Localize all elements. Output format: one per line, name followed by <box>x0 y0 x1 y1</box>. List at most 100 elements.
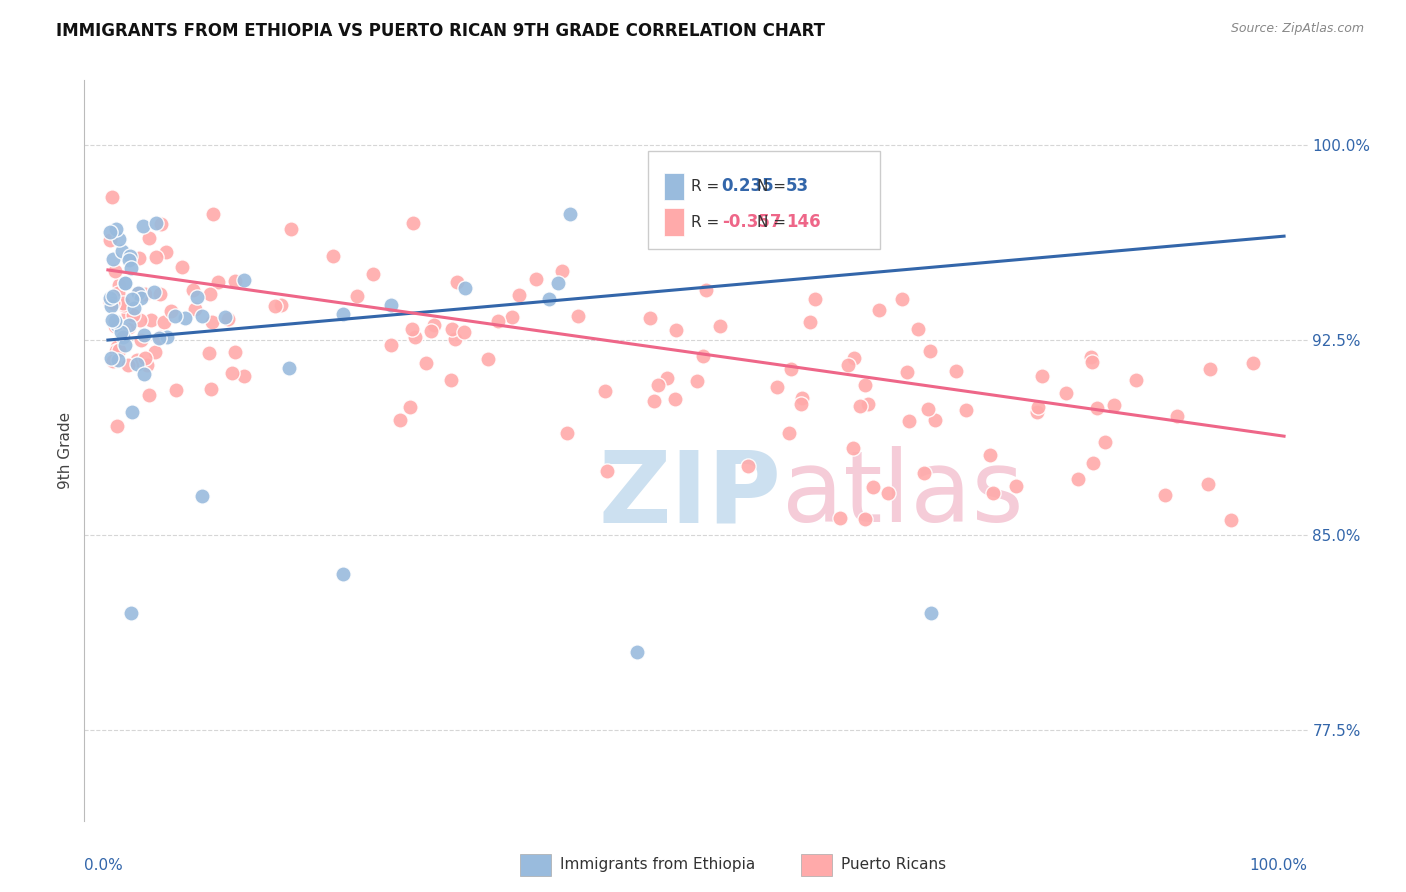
Point <box>127 357 149 371</box>
Point <box>112 296 135 310</box>
Point <box>134 367 156 381</box>
Point <box>626 645 648 659</box>
Point <box>101 190 124 204</box>
Point <box>132 219 155 234</box>
Point <box>233 369 256 384</box>
Text: 53: 53 <box>786 178 808 195</box>
Point <box>98 295 121 310</box>
Point <box>264 299 287 313</box>
Point <box>159 304 181 318</box>
Point <box>105 340 128 354</box>
Point <box>1102 398 1125 412</box>
Point <box>129 334 152 348</box>
Point <box>537 292 560 306</box>
Point <box>555 425 578 440</box>
Point <box>98 291 121 305</box>
Point <box>148 331 170 345</box>
Y-axis label: 9th Grade: 9th Grade <box>58 412 73 489</box>
Point <box>1125 373 1147 387</box>
Point <box>118 253 141 268</box>
Point <box>657 371 679 385</box>
Point <box>1004 479 1026 493</box>
Point <box>191 309 214 323</box>
Point <box>842 441 865 455</box>
Point <box>446 275 468 289</box>
Text: Puerto Ricans: Puerto Ricans <box>841 857 946 871</box>
Point <box>98 226 121 240</box>
Point <box>1198 362 1220 376</box>
Point <box>134 327 156 342</box>
Point <box>1094 434 1116 449</box>
Point <box>912 467 935 481</box>
Point <box>415 356 437 370</box>
Point <box>117 307 139 321</box>
Point <box>108 232 131 246</box>
Point <box>224 274 246 288</box>
Point <box>868 303 890 318</box>
Text: 0.235: 0.235 <box>721 178 775 195</box>
Point <box>332 566 354 581</box>
Point <box>107 352 129 367</box>
Point <box>737 458 759 473</box>
Point <box>155 245 177 260</box>
Point <box>1080 350 1102 364</box>
Point <box>184 302 207 317</box>
Point <box>1080 355 1102 369</box>
Point <box>191 489 214 503</box>
Text: N =: N = <box>756 179 790 194</box>
Text: ZIP: ZIP <box>598 446 780 543</box>
Point <box>221 366 243 380</box>
Point <box>118 319 141 334</box>
Point <box>105 318 128 333</box>
Point <box>891 293 914 307</box>
Point <box>444 332 467 346</box>
Point <box>165 309 187 323</box>
Point <box>112 330 135 344</box>
Point <box>138 230 160 244</box>
Point <box>917 401 939 416</box>
Point <box>174 311 197 326</box>
Point <box>120 260 142 275</box>
Text: N =: N = <box>756 215 790 229</box>
Point <box>104 318 127 333</box>
Point <box>792 391 814 405</box>
Point <box>156 330 179 344</box>
Point <box>128 252 150 266</box>
Text: -0.357: -0.357 <box>721 213 782 231</box>
Text: 100.0%: 100.0% <box>1250 858 1308 872</box>
Point <box>138 387 160 401</box>
Point <box>107 278 129 293</box>
Point <box>120 606 142 620</box>
Text: Source: ZipAtlas.com: Source: ZipAtlas.com <box>1230 22 1364 36</box>
Point <box>979 448 1001 462</box>
Point <box>101 354 124 368</box>
Point <box>150 217 173 231</box>
Point <box>1153 488 1175 502</box>
Point <box>638 310 661 325</box>
Point <box>419 324 441 338</box>
Point <box>108 343 131 357</box>
Point <box>955 402 977 417</box>
Point <box>440 322 463 336</box>
Point <box>853 512 876 526</box>
Point <box>112 298 135 312</box>
Point <box>198 286 221 301</box>
Point <box>122 308 145 322</box>
Point <box>322 249 344 263</box>
Point <box>508 288 530 302</box>
Point <box>149 286 172 301</box>
Point <box>898 414 921 428</box>
Text: 146: 146 <box>786 213 821 231</box>
Text: IMMIGRANTS FROM ETHIOPIA VS PUERTO RICAN 9TH GRADE CORRELATION CHART: IMMIGRANTS FROM ETHIOPIA VS PUERTO RICAN… <box>56 22 825 40</box>
Point <box>380 337 402 351</box>
Text: R =: R = <box>692 215 724 229</box>
Text: 0.0%: 0.0% <box>84 858 124 872</box>
Point <box>277 361 299 376</box>
Point <box>647 377 669 392</box>
Point <box>172 260 194 274</box>
Point <box>118 249 141 263</box>
Point <box>139 312 162 326</box>
Point <box>799 315 821 329</box>
Point <box>198 345 221 359</box>
Point <box>118 318 141 333</box>
